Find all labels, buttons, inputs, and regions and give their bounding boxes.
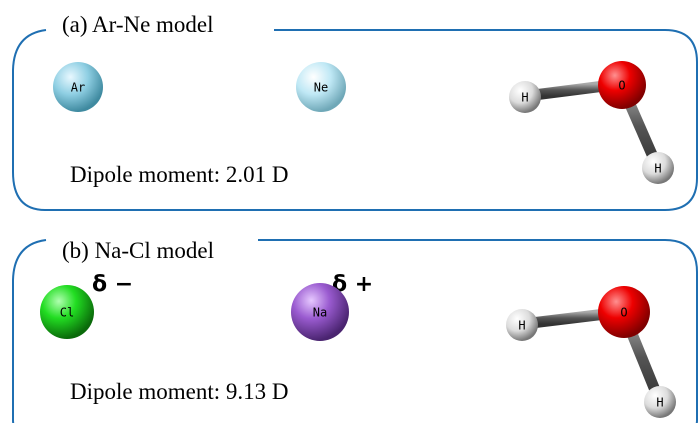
- atom-label: Ne: [314, 81, 328, 95]
- atom-label: O: [618, 79, 625, 93]
- panel-a: (a) Ar-Ne model Ar Ne H O H Dipole momen…: [13, 12, 697, 210]
- diagram: (a) Ar-Ne model Ar Ne H O H Dipole momen…: [0, 0, 700, 423]
- atom-label: H: [656, 396, 663, 410]
- atom-label: Cl: [60, 306, 74, 320]
- charge-label: δ −: [92, 272, 133, 297]
- panel-title: (a) Ar-Ne model: [62, 12, 214, 37]
- atom-label: Na: [313, 306, 327, 320]
- atom-label: H: [521, 91, 528, 105]
- atom-label: O: [620, 306, 627, 320]
- atom-label: H: [518, 319, 525, 333]
- panel-title: (b) Na-Cl model: [62, 238, 214, 263]
- panel-b: (b) Na-Cl model δ − δ + Cl Na H O H Dipo…: [13, 238, 697, 423]
- dipole-text: Dipole moment: 2.01 D: [70, 162, 288, 187]
- atom-label: Ar: [71, 81, 85, 95]
- dipole-text: Dipole moment: 9.13 D: [70, 379, 288, 404]
- atom-label: H: [654, 162, 661, 176]
